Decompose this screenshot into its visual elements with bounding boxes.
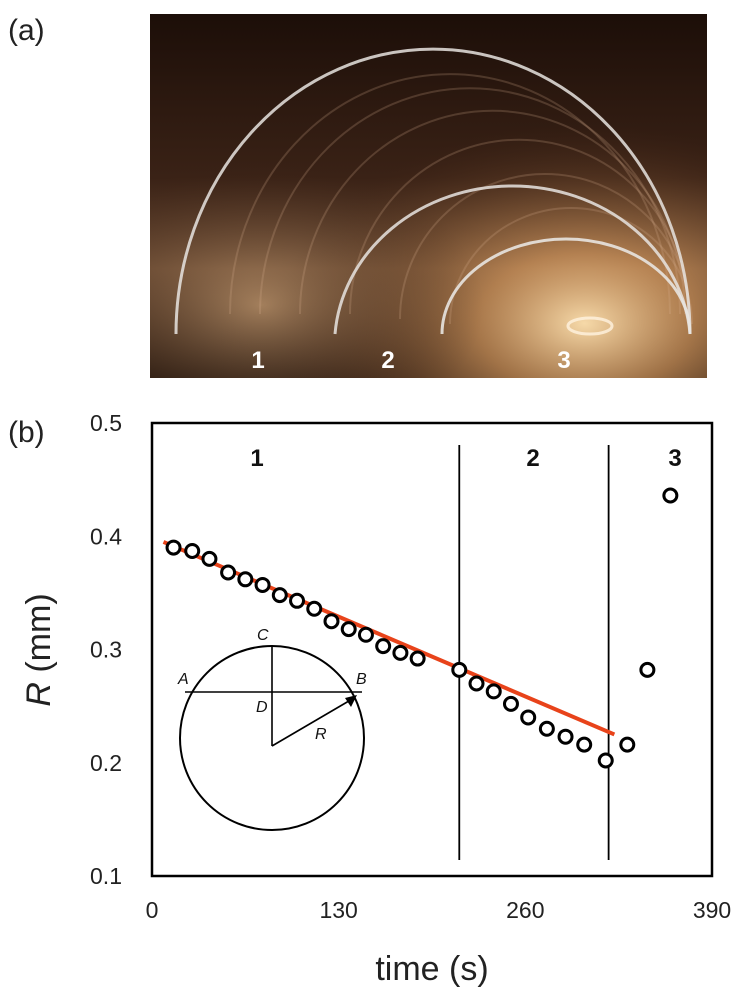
data-point: [271, 587, 288, 604]
panel-label-a: (a): [8, 14, 45, 47]
inset-diagram: A B C D R: [177, 627, 367, 831]
y-tick-label: 0.1: [90, 863, 122, 889]
data-point: [639, 661, 656, 678]
x-axis-title: time (s): [375, 950, 488, 988]
photo-region-label-2: 2: [381, 347, 394, 374]
x-tick-label: 130: [319, 897, 357, 923]
y-tick-label: 0.3: [90, 637, 122, 663]
data-point: [520, 709, 537, 726]
inset-label-d: D: [256, 699, 268, 716]
inset-arrow-head: [345, 695, 357, 707]
x-tick-label: 260: [506, 897, 544, 923]
data-point: [557, 728, 574, 745]
data-point: [357, 626, 374, 643]
data-point: [538, 720, 555, 737]
panel-label-b: (b): [8, 416, 45, 449]
y-axis-symbol: R: [20, 682, 58, 707]
inset-label-a: A: [177, 671, 189, 688]
droplet-photo: 1 2 3: [150, 14, 707, 378]
y-tick-label: 0.2: [90, 750, 122, 776]
interference-fringes: [229, 73, 693, 325]
data-point: [289, 592, 306, 609]
inset-label-r: R: [315, 726, 327, 743]
x-tick-label: 390: [693, 897, 731, 923]
data-point: [502, 695, 519, 712]
chart-region-label-1: 1: [250, 445, 263, 472]
photo-region-label-3: 3: [557, 347, 570, 374]
data-point: [375, 638, 392, 655]
y-axis-unit: (mm): [20, 593, 58, 682]
inset-label-c: C: [257, 627, 269, 644]
data-point: [201, 550, 218, 567]
data-point: [184, 542, 201, 559]
data-point: [662, 487, 679, 504]
data-point: [409, 650, 426, 667]
linear-fit-line: [162, 540, 616, 737]
photo-arc-1: [174, 47, 692, 335]
y-axis-title: R (mm): [20, 593, 58, 706]
data-point: [323, 613, 340, 630]
data-point: [165, 539, 182, 556]
data-point: [254, 576, 271, 593]
data-point: [576, 736, 593, 753]
inset-label-b: B: [356, 671, 367, 688]
photo-arc-2: [333, 184, 692, 335]
data-point: [237, 571, 254, 588]
droplet-center-spot: [566, 316, 614, 336]
inset-radius-line: [271, 697, 355, 747]
plot-frame: [150, 421, 714, 878]
data-point: [485, 683, 502, 700]
data-point: [597, 752, 614, 769]
y-tick-label: 0.4: [90, 523, 122, 549]
chart-region-label-3: 3: [668, 445, 681, 472]
photo-arc-3: [440, 237, 692, 335]
data-point: [468, 675, 485, 692]
data-point: [619, 736, 636, 753]
x-tick-label: 0: [146, 897, 159, 923]
data-point: [392, 644, 409, 661]
photo-glow-left: [150, 14, 707, 378]
data-point: [220, 564, 237, 581]
photo-region-label-1: 1: [251, 347, 264, 374]
y-tick-label: 0.5: [90, 410, 122, 436]
data-point: [306, 600, 323, 617]
chart-region-label-2: 2: [526, 445, 539, 472]
data-point: [451, 661, 468, 678]
data-point: [340, 621, 357, 638]
